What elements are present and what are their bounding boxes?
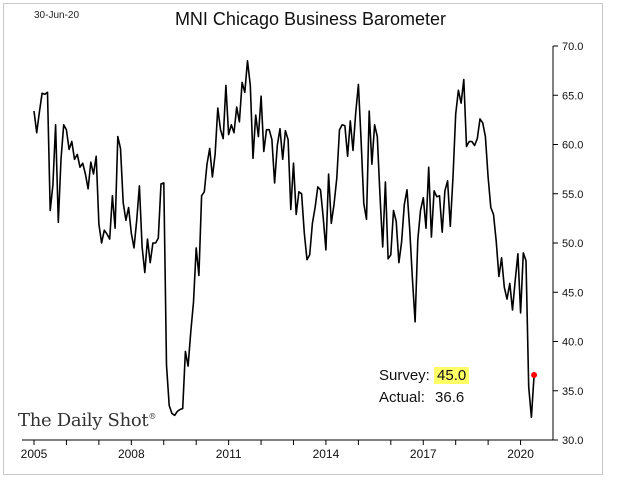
chart-title: MNI Chicago Business Barometer — [174, 9, 447, 29]
y-tick-label: 70.0 — [562, 41, 583, 53]
x-tick-label: 2014 — [313, 447, 340, 461]
survey-label: Survey: — [379, 367, 430, 384]
actual-value: 36.6 — [435, 389, 465, 406]
y-tick-label: 30.0 — [562, 435, 583, 447]
actual-label: Actual: — [379, 389, 425, 406]
x-tick-label: 2017 — [410, 447, 437, 461]
y-tick-label: 35.0 — [562, 386, 583, 398]
series-line — [33, 59, 535, 419]
brand-name: The Daily Shot — [18, 410, 149, 431]
actual-annotation: Actual: 36.6 — [379, 389, 464, 406]
y-tick-label: 60.0 — [562, 140, 583, 152]
y-tick-label: 45.0 — [562, 287, 583, 299]
brand-registered-mark: ® — [148, 412, 157, 421]
brand-logo: The Daily Shot® — [18, 410, 156, 431]
y-tick-label: 65.0 — [562, 90, 583, 102]
y-tick-label: 55.0 — [562, 189, 583, 201]
x-tick-label: 2005 — [21, 447, 48, 461]
chart-date: 30-Jun-20 — [34, 10, 80, 21]
survey-annotation: Survey: 45.0 — [379, 367, 470, 384]
x-tick-label: 2020 — [507, 447, 534, 461]
survey-value: 45.0 — [434, 367, 470, 384]
x-tick-label: 2008 — [118, 447, 145, 461]
y-tick-label: 50.0 — [562, 238, 583, 250]
latest-actual-point — [531, 371, 538, 378]
x-tick-label: 2011 — [216, 447, 242, 461]
y-tick-label: 40.0 — [562, 337, 583, 349]
